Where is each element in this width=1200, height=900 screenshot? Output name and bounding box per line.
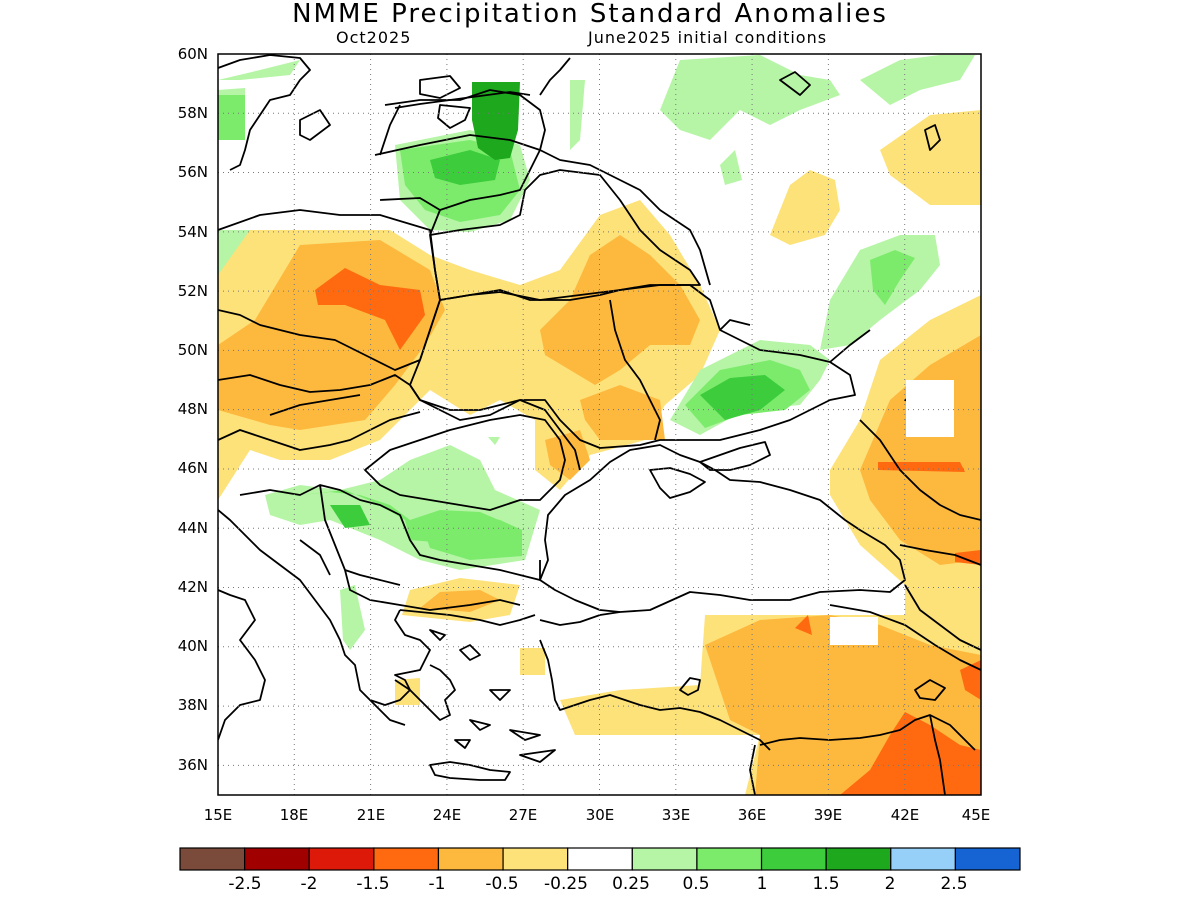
caucasus-borders <box>829 419 981 671</box>
lon-label: 18E <box>280 806 309 824</box>
caspian-lake <box>914 679 946 701</box>
lon-label: 30E <box>586 806 615 824</box>
colorbar-label: -2 <box>301 874 318 894</box>
colorbar-swatch <box>373 847 440 871</box>
colorbar-label: -0.25 <box>544 874 588 894</box>
lat-label: 38N <box>178 696 208 714</box>
colorbar-swatches <box>179 847 1021 871</box>
black-sea-coastline <box>539 444 906 613</box>
colorbar-swatch <box>760 847 827 871</box>
map-title: NMME Precipitation Standard Anomalies <box>292 0 888 29</box>
coastlines-borders <box>218 54 981 795</box>
initial-conditions: June2025 initial conditions <box>588 28 828 47</box>
adriatic-coast <box>218 509 431 706</box>
lon-label: 39E <box>814 806 843 824</box>
colorbar-swatch <box>502 847 569 871</box>
anomaly-dark-green <box>330 150 785 528</box>
sea-of-azov <box>699 441 771 471</box>
no-data-masks <box>830 380 954 645</box>
lat-label: 58N <box>178 104 208 122</box>
cyprus-coast <box>679 677 701 696</box>
anomaly-dark-orange <box>315 268 981 795</box>
colorbar-swatch <box>179 847 246 871</box>
lat-label: 48N <box>178 400 208 418</box>
lat-label: 54N <box>178 223 208 241</box>
colorbar-swatch <box>631 847 698 871</box>
colorbar-swatch <box>244 847 310 871</box>
colorbar-swatch <box>954 847 1021 871</box>
colorbar-swatch <box>890 847 956 871</box>
lat-label: 50N <box>178 341 208 359</box>
lat-label: 40N <box>178 637 208 655</box>
longitude-labels: 15E 18E 21E 24E 27E 30E 33E 36E 39E 42E … <box>204 806 991 824</box>
gridlines <box>218 54 981 795</box>
balkan-borders <box>239 484 541 611</box>
lat-label: 42N <box>178 578 208 596</box>
lon-label: 45E <box>962 806 991 824</box>
colorbar-label: 1.5 <box>812 874 839 894</box>
forecast-month: Oct2025 <box>336 28 412 47</box>
lon-label: 42E <box>891 806 920 824</box>
colorbar-label: -1.5 <box>356 874 389 894</box>
colorbar-label: -2.5 <box>228 874 261 894</box>
no-data-patch-south <box>830 617 878 645</box>
colorbar-label: 2 <box>885 874 896 894</box>
lon-label: 24E <box>433 806 462 824</box>
lon-label: 33E <box>662 806 691 824</box>
colorbar-swatch <box>437 847 504 871</box>
colorbar-swatch <box>308 847 375 871</box>
colorbar-label: 0.5 <box>682 874 709 894</box>
lat-label: 44N <box>178 519 208 537</box>
crete-coast <box>429 761 511 781</box>
colorbar-swatch <box>567 847 633 871</box>
lat-label: 52N <box>178 282 208 300</box>
anomaly-fields <box>218 55 981 795</box>
latitude-labels: 60N 58N 56N 54N 52N 50N 48N 46N 44N 42N … <box>178 45 208 774</box>
colorbar: -2.5 -2 -1.5 -1 -0.5 -0.25 0.25 0.5 1 1.… <box>179 847 1021 894</box>
lon-label: 36E <box>738 806 767 824</box>
crimea-coastline <box>649 467 706 499</box>
italy-coast <box>218 589 266 741</box>
baltic-borders <box>374 89 546 236</box>
colorbar-label: -0.5 <box>485 874 518 894</box>
colorbar-label: 0.25 <box>612 874 650 894</box>
lat-label: 46N <box>178 459 208 477</box>
central-europe-borders <box>218 374 521 451</box>
turkey-coast <box>539 611 771 751</box>
belarus-border <box>429 169 701 301</box>
dnieper-river <box>609 299 661 441</box>
map-frame <box>217 53 982 796</box>
lon-label: 27E <box>509 806 538 824</box>
colorbar-swatch <box>825 847 892 871</box>
romania-moldova-border <box>364 399 581 511</box>
lon-label: 15E <box>204 806 233 824</box>
scandinavia-coast <box>218 54 471 171</box>
colorbar-label: 1 <box>757 874 768 894</box>
colorbar-labels: -2.5 -2 -1.5 -1 -0.5 -0.25 0.25 0.5 1 1.… <box>228 874 967 894</box>
russia-borders <box>539 149 871 363</box>
lat-label: 36N <box>178 756 208 774</box>
lat-label: 56N <box>178 163 208 181</box>
colorbar-label: 2.5 <box>940 874 967 894</box>
colorbar-swatch <box>696 847 763 871</box>
no-data-patch-north <box>906 380 954 437</box>
colorbar-label: -1 <box>429 874 446 894</box>
lon-label: 21E <box>357 806 386 824</box>
greece-coast <box>369 609 536 726</box>
gulf-of-finland <box>394 57 571 109</box>
syria-iraq-borders <box>749 714 976 795</box>
aegean-islands <box>429 629 556 763</box>
lat-label: 60N <box>178 45 208 63</box>
poland-border <box>218 209 441 371</box>
